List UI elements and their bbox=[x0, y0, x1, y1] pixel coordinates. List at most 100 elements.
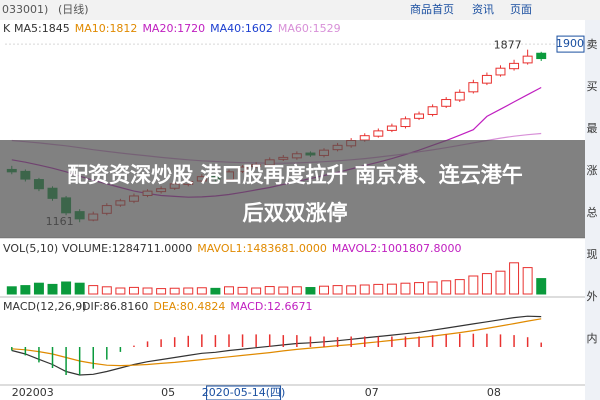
candle-body bbox=[373, 130, 384, 137]
candle-body bbox=[441, 99, 452, 107]
candle-body bbox=[468, 82, 479, 93]
volume-bar bbox=[509, 262, 520, 295]
volume-bar bbox=[88, 285, 99, 295]
legend-entry: MA5:1845 bbox=[14, 22, 70, 35]
volume-bar bbox=[210, 287, 221, 295]
volume-bar bbox=[400, 282, 411, 295]
side-label: 卖 bbox=[587, 38, 598, 51]
legend-entry: MA40:1602 bbox=[210, 22, 273, 35]
volume-bar bbox=[128, 286, 139, 295]
volume-bar bbox=[169, 287, 180, 295]
candle-body bbox=[454, 91, 465, 101]
volume-bar bbox=[332, 285, 343, 295]
volume-bar bbox=[468, 275, 479, 295]
volume-bar bbox=[196, 287, 207, 295]
volume-bar bbox=[305, 287, 316, 295]
volume-bar bbox=[454, 279, 465, 295]
candle-body bbox=[509, 62, 520, 70]
candle-body bbox=[495, 67, 506, 76]
candle-body bbox=[386, 125, 397, 131]
side-panel bbox=[585, 20, 600, 400]
x-tick-label: 202003 bbox=[12, 386, 54, 399]
volume-bar bbox=[61, 281, 72, 295]
volume-bar bbox=[373, 283, 384, 295]
candle-body bbox=[359, 135, 370, 141]
volume-bar bbox=[291, 286, 302, 295]
volume-bar bbox=[278, 286, 289, 295]
legend-entry: MAVOL2:1001807.8000 bbox=[332, 242, 462, 255]
volume-bar bbox=[101, 286, 112, 295]
caption-line: 配资资深炒股 港口股再度拉升 南京港、连云港午 bbox=[67, 163, 523, 187]
volume-bar bbox=[359, 284, 370, 295]
nav-link[interactable]: 商品首页 bbox=[410, 2, 454, 16]
volume-bar bbox=[441, 280, 452, 295]
volume-bar bbox=[6, 286, 17, 295]
volume-bar bbox=[183, 287, 194, 295]
volume-bar bbox=[251, 287, 262, 295]
legend-entry: DEA:80.4824 bbox=[153, 300, 225, 313]
indicator: K bbox=[3, 22, 11, 35]
legend-entry: DIF:86.8160 bbox=[82, 300, 148, 313]
stock-code: 033001) bbox=[2, 3, 48, 16]
side-label: 总 bbox=[587, 205, 598, 219]
volume-bar bbox=[156, 288, 167, 295]
volume-bar bbox=[237, 286, 248, 295]
volume-bar bbox=[414, 282, 425, 295]
side-label: 外 bbox=[587, 290, 598, 303]
x-tick-label: 08 bbox=[487, 386, 501, 399]
side-label: 现 bbox=[587, 248, 598, 261]
candle-body bbox=[414, 113, 425, 119]
price-box bbox=[556, 35, 585, 53]
panel-title: MACD(12,26,9) bbox=[3, 300, 87, 313]
side-label: 最 bbox=[587, 122, 598, 135]
caption-line: 后双双涨停 bbox=[243, 201, 348, 225]
date-box bbox=[206, 385, 282, 400]
volume-bar bbox=[536, 278, 547, 295]
volume-bar bbox=[115, 287, 126, 295]
volume-bar bbox=[74, 282, 85, 295]
volume-bar bbox=[346, 285, 357, 295]
volume-bar bbox=[495, 270, 506, 295]
candle-body bbox=[400, 118, 411, 128]
line bbox=[11, 315, 542, 376]
volume-bar bbox=[386, 283, 397, 295]
panel-title: VOL(5,10) bbox=[3, 242, 58, 255]
toolbar bbox=[0, 0, 600, 20]
side-label: 买 bbox=[587, 80, 598, 93]
caption-overlay: 配资资深炒股 港口股再度拉升 南京港、连云港午 后双双涨停 bbox=[0, 140, 585, 238]
volume-bar bbox=[33, 282, 44, 295]
x-tick-label: 2020-05-14(四) bbox=[202, 386, 286, 399]
side-label: 涨 bbox=[587, 164, 598, 177]
legend-entry: MA20:1720 bbox=[142, 22, 205, 35]
legend-entry: MA10:1812 bbox=[75, 22, 138, 35]
volume-bar bbox=[427, 281, 438, 295]
legend-entry: MAVOL1:1483681.0000 bbox=[197, 242, 327, 255]
candle-body bbox=[536, 52, 547, 60]
candle-body bbox=[481, 74, 492, 84]
legend-entry: MACD:12.6671 bbox=[230, 300, 312, 313]
volume-bar bbox=[319, 285, 329, 295]
max-label: 1877 bbox=[494, 39, 522, 52]
period: (日线) bbox=[58, 2, 89, 16]
volume-bar bbox=[264, 286, 275, 295]
candle-body bbox=[522, 55, 533, 64]
y-tick-label: 1900 bbox=[556, 37, 584, 50]
candle-body bbox=[427, 106, 438, 115]
nav-link[interactable]: 资讯 bbox=[472, 3, 494, 16]
legend-entry: VOLUME:1284711.0000 bbox=[62, 242, 192, 255]
volume-bar bbox=[481, 273, 492, 295]
volume-bar bbox=[522, 267, 533, 295]
side-label: 内 bbox=[587, 331, 598, 345]
volume-bar bbox=[47, 283, 58, 295]
line bbox=[11, 318, 542, 367]
volume-bar bbox=[20, 285, 31, 295]
legend-entry: MA60:1529 bbox=[278, 22, 341, 35]
x-tick-label: 05 bbox=[161, 386, 175, 399]
volume-bar bbox=[224, 286, 234, 295]
volume-bar bbox=[142, 287, 153, 295]
caption-band bbox=[0, 140, 585, 238]
nav-link[interactable]: 页面 bbox=[510, 3, 532, 16]
x-tick-label: 07 bbox=[365, 386, 379, 399]
